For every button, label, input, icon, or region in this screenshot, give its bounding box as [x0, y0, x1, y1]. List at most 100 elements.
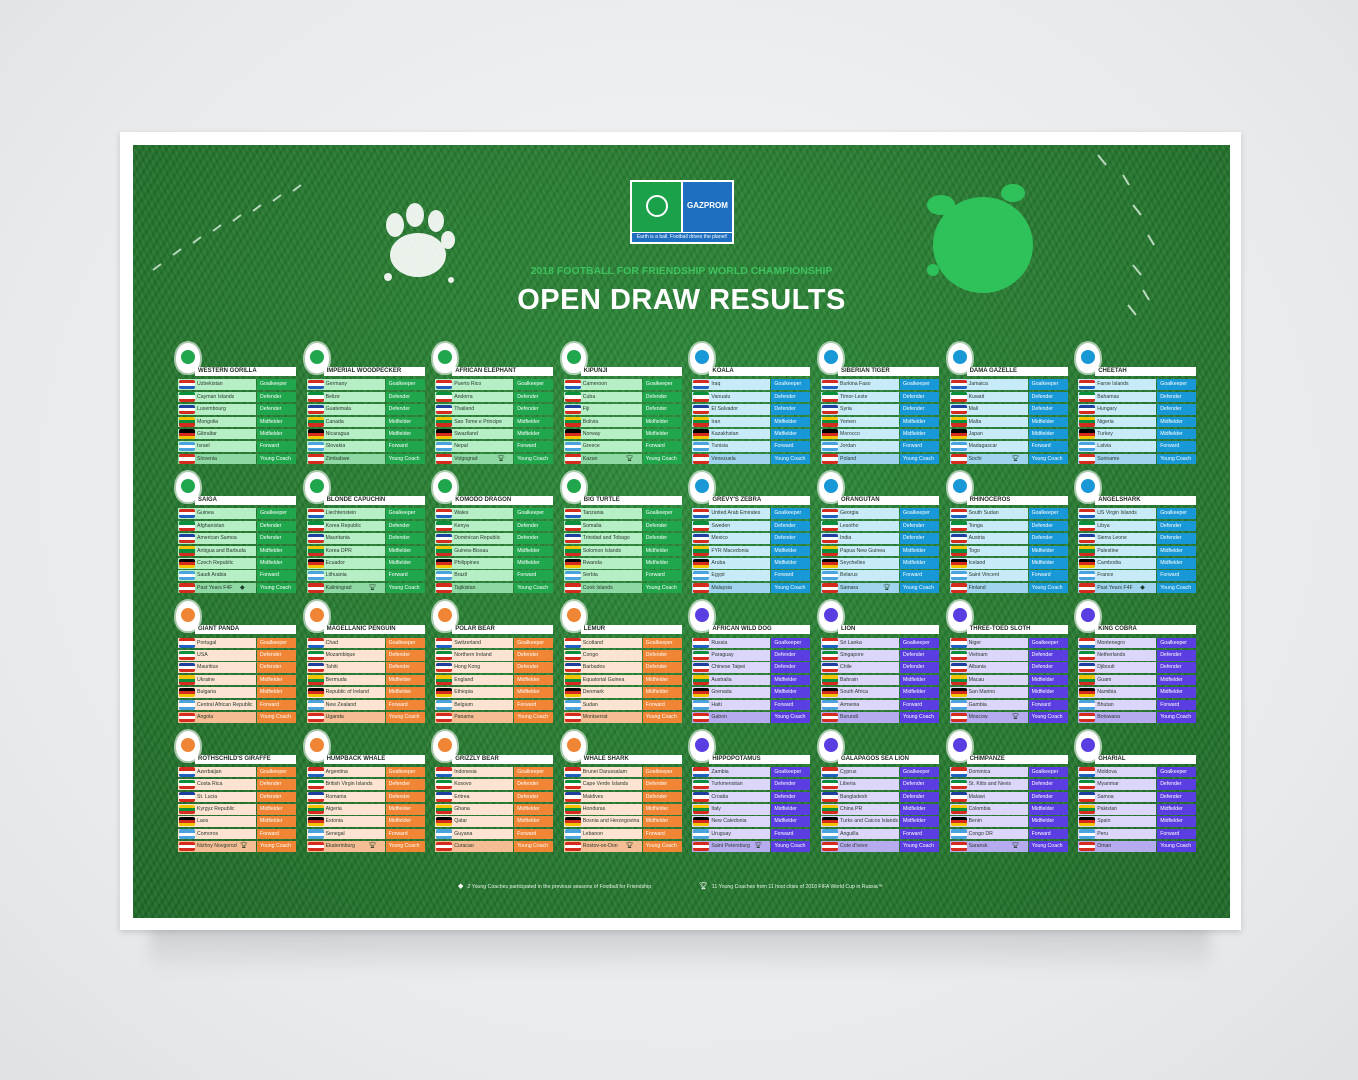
- role-cell: Midfielder: [900, 674, 939, 686]
- bird-track-icon: [152, 154, 1155, 316]
- role-cell: Defender: [900, 533, 939, 544]
- decorative-paw-prints: [152, 154, 1155, 316]
- player-row: Bahrain Midfielder: [821, 674, 939, 686]
- flag-icon: [950, 392, 967, 402]
- player-row: Guinea Goalkeeper: [178, 508, 296, 519]
- team-name: LION: [838, 625, 939, 635]
- flag-icon: [822, 792, 838, 802]
- country-cell: Turkmenistan: [692, 779, 771, 790]
- player-row: Haiti Forward: [692, 699, 811, 711]
- country-cell: Lebanon: [563, 828, 642, 840]
- team-emblem-icon: [438, 479, 453, 494]
- role-cell: Goalkeeper: [385, 766, 425, 778]
- role-cell: Midfielder: [1157, 545, 1197, 557]
- country-cell: Cameroon: [563, 379, 642, 390]
- player-row: Belgium Forward: [435, 699, 554, 711]
- player-row: Iraq Goalkeeper: [692, 379, 811, 390]
- flag-icon: [564, 650, 581, 661]
- team-emblem-icon: [1081, 608, 1096, 623]
- flag-icon: [564, 521, 581, 531]
- player-row: Sao Tome e Principe Midfielder: [435, 416, 554, 427]
- player-row: Panama Young Coach: [435, 712, 554, 723]
- role-cell: Young Coach: [771, 582, 811, 594]
- country-cell: Comoros: [178, 828, 256, 840]
- role-cell: Forward: [385, 441, 425, 452]
- role-cell: Goalkeeper: [257, 766, 296, 778]
- flag-icon: [179, 392, 195, 402]
- team-emblem-icon: [438, 350, 453, 364]
- team-logo: [947, 343, 972, 373]
- role-cell: Defender: [385, 533, 425, 544]
- player-row: Congo Defender: [563, 650, 682, 661]
- trophy-icon: 🏆︎: [625, 455, 634, 462]
- player-row: Albania Defender: [949, 662, 1068, 673]
- player-row: Saint Petersburg Young Coach 🏆︎: [692, 841, 811, 852]
- role-cell: Young Coach: [514, 841, 554, 852]
- country-cell: England: [435, 674, 514, 686]
- player-row: Laos Midfielder: [178, 816, 296, 827]
- player-row: Afghanistan Defender: [178, 520, 296, 532]
- role-cell: Goalkeeper: [642, 766, 682, 778]
- team-card: LEMUR Scotland Goalkeeper Congo Defender Barb…: [561, 601, 682, 745]
- player-row: Grenada Midfielder: [692, 687, 811, 698]
- role-cell: Midfielder: [1028, 687, 1068, 698]
- player-row: Central African Republic Forward: [178, 699, 296, 711]
- team-name: KOALA: [709, 367, 811, 376]
- role-cell: Defender: [1028, 533, 1068, 544]
- country-cell: Swaziland: [435, 428, 514, 440]
- flag-icon: [436, 687, 453, 698]
- role-cell: Defender: [1157, 533, 1197, 544]
- role-cell: Goalkeeper: [642, 379, 682, 390]
- player-row: Nicaragua Midfielder: [306, 428, 425, 440]
- player-row: Guinea-Bissau Midfielder: [435, 545, 554, 557]
- role-cell: Defender: [642, 650, 682, 661]
- role-cell: Midfielder: [385, 428, 425, 440]
- team-name: GALAPAGOS SEA LION: [838, 754, 939, 764]
- country-cell: FYR Macedonia: [692, 545, 771, 557]
- role-cell: Forward: [257, 699, 296, 711]
- role-cell: Midfielder: [900, 804, 939, 815]
- subtitle: 2018 FOOTBALL FOR FRIENDSHIP WORLD CHAMP…: [530, 265, 833, 277]
- flag-icon: [307, 508, 324, 519]
- flag-icon: [307, 454, 324, 464]
- team-card: POLAR BEAR Switzerland Goalkeeper Northern …: [433, 601, 554, 745]
- flag-icon: [822, 687, 838, 698]
- country-cell: Zimbabwe: [306, 453, 385, 465]
- player-row: Iceland Midfielder: [949, 558, 1068, 569]
- country-cell: Venezuela: [692, 453, 771, 465]
- flag-icon: [822, 392, 838, 402]
- flag-icon: [950, 650, 967, 661]
- role-cell: Midfielder: [1157, 674, 1197, 686]
- player-row: Cape Verde Islands Defender: [563, 779, 682, 790]
- country-cell: Tanzania: [563, 508, 642, 519]
- role-cell: Defender: [257, 650, 296, 661]
- country-cell: Nigeria: [1078, 416, 1157, 427]
- role-cell: Midfielder: [257, 558, 296, 569]
- country-cell: Ethiopia: [435, 687, 514, 698]
- role-cell: Defender: [514, 662, 554, 673]
- country-cell: Sochi: [949, 453, 1028, 465]
- role-cell: Young Coach: [385, 453, 425, 465]
- trophy-icon: 🏆︎: [240, 843, 248, 850]
- role-cell: Midfielder: [771, 804, 811, 815]
- role-cell: Forward: [514, 441, 554, 452]
- country-cell: USA: [178, 650, 256, 661]
- flag-icon: [693, 675, 710, 685]
- role-cell: Young Coach: [257, 841, 296, 852]
- country-cell: Sri Lanka: [821, 637, 899, 649]
- country-cell: Albania: [949, 662, 1028, 673]
- flag-icon: [1079, 429, 1096, 439]
- player-row: Brazil Forward: [435, 570, 554, 581]
- role-cell: Defender: [1157, 520, 1197, 532]
- country-cell: Portugal: [178, 637, 256, 649]
- country-cell: Belarus: [821, 570, 899, 581]
- flag-icon: [307, 829, 324, 839]
- role-cell: Midfielder: [900, 687, 939, 698]
- team-card: AFRICAN ELEPHANT Puerto Rico Goalkeeper And…: [433, 343, 554, 487]
- country-cell: Uganda: [306, 712, 385, 723]
- role-cell: Goalkeeper: [1028, 637, 1068, 649]
- flag-icon: [564, 804, 581, 815]
- player-row: Republic of Ireland Midfielder: [306, 687, 425, 698]
- flag-icon: [564, 700, 581, 710]
- flag-icon: [822, 638, 838, 648]
